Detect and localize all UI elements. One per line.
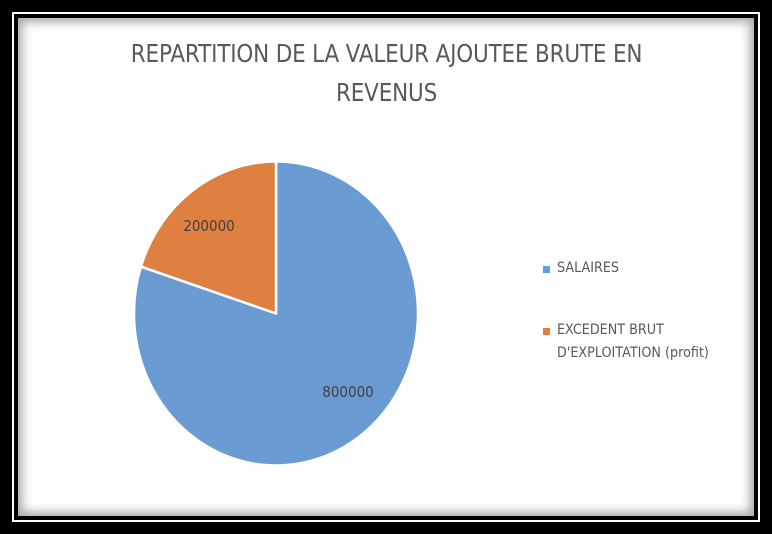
pie-slice-excedent-brut[interactable] (139, 160, 278, 315)
chart-title: REPARTITION DE LA VALEUR AJOUTEE BRUTE E… (55, 34, 719, 112)
legend-marker-square-icon (543, 266, 550, 273)
legend-label: SALAIRES (557, 257, 619, 280)
legend-label-line: EXCEDENT BRUT (557, 322, 664, 338)
legend-marker-square-icon (543, 328, 550, 335)
data-label-salaires: 800000 (322, 383, 374, 401)
legend-label: EXCEDENT BRUT D'EXPLOITATION (profit) (557, 319, 709, 365)
legend-label-line: D'EXPLOITATION (profit) (557, 345, 709, 361)
chart-title-line-2: REVENUS (336, 78, 438, 107)
chart-title-line-1: REPARTITION DE LA VALEUR AJOUTEE BRUTE E… (130, 39, 643, 68)
data-label-excedent-brut: 200000 (183, 217, 235, 235)
legend-label-line: SALAIRES (557, 260, 619, 276)
